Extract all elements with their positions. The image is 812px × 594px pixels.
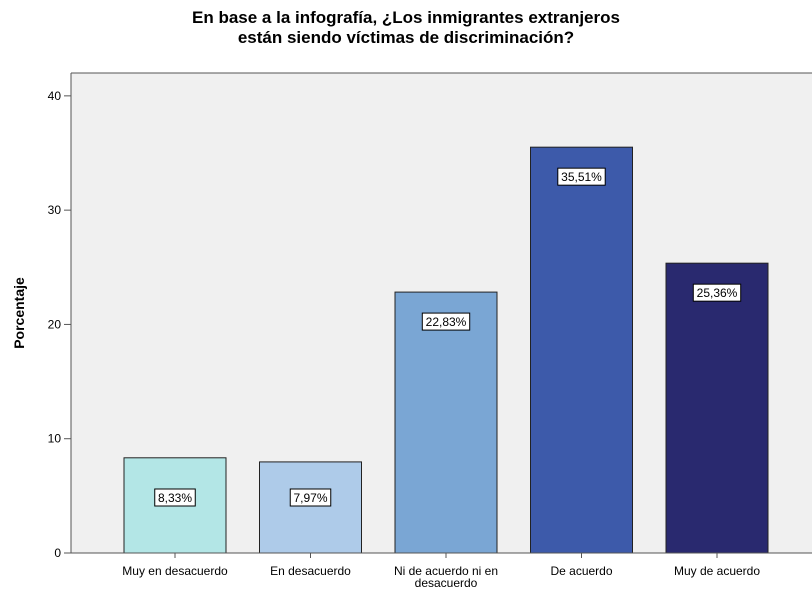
chart-title-line-1: En base a la infografía, ¿Los inmigrante… <box>192 8 620 27</box>
y-tick-label: 0 <box>54 546 61 560</box>
y-tick-label: 30 <box>48 203 62 217</box>
y-tick-label: 40 <box>48 89 62 103</box>
data-label: 35,51% <box>561 170 602 184</box>
data-label: 25,36% <box>697 286 738 300</box>
x-tick-label: desacuerdo <box>415 576 478 590</box>
data-label-box <box>692 283 742 302</box>
x-tick-label: En desacuerdo <box>270 564 351 578</box>
x-tick-label: Muy de acuerdo <box>674 564 760 578</box>
data-label-box <box>289 488 332 507</box>
x-tick-label: De acuerdo <box>550 564 612 578</box>
y-tick-label: 10 <box>48 432 62 446</box>
bar <box>259 461 362 554</box>
bar <box>665 262 769 554</box>
x-tick-label: Muy en desacuerdo <box>122 564 228 578</box>
bar <box>394 291 498 554</box>
y-axis-label: Porcentaje <box>11 277 27 349</box>
y-ticks-group: 0 10 20 30 40 <box>48 89 71 560</box>
data-label-box <box>557 167 606 186</box>
x-tick-label: Ni de acuerdo ni en <box>394 564 498 578</box>
bars-group: 8,33% 7,97% 22,83% 35,51% 25,36% <box>123 146 769 554</box>
chart-title-line-2: están siendo víctimas de discriminación? <box>237 28 575 47</box>
y-tick-label: 20 <box>48 317 62 331</box>
chart-title: En base a la infografía, ¿Los inmigrante… <box>0 8 812 48</box>
data-label: 22,83% <box>426 315 467 329</box>
data-label: 7,97% <box>293 491 327 505</box>
data-label: 8,33% <box>158 491 192 505</box>
data-label-box <box>421 312 471 331</box>
data-label-box <box>154 488 196 507</box>
bar <box>530 146 633 554</box>
x-ticks-group: Muy en desacuerdo En desacuerdo Ni de acue… <box>122 553 760 590</box>
